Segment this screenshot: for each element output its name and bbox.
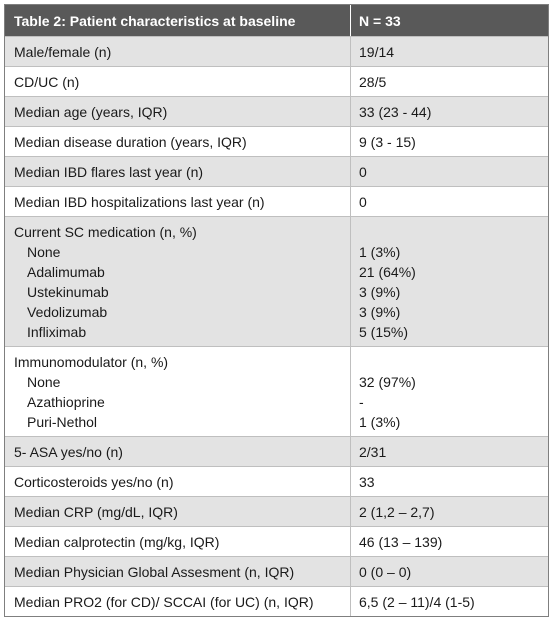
item-label: Puri-Nethol: [27, 413, 98, 430]
table: Table 2: Patient characteristics at base…: [4, 4, 549, 617]
row-label: Median disease duration (years, IQR): [14, 133, 247, 150]
table-row: CD/UC (n) 28/5: [5, 66, 548, 96]
label-cell: Male/female (n): [5, 37, 351, 66]
item-value: 3 (9%): [359, 283, 401, 300]
label-cell: Median age (years, IQR): [5, 97, 351, 126]
table-row: Median Physician Global Assesment (n, IQ…: [5, 556, 548, 586]
label-cell: Median CRP (mg/dL, IQR): [5, 497, 351, 526]
row-label: Median PRO2 (for CD)/ SCCAI (for UC) (n,…: [14, 593, 314, 610]
row-label: Median age (years, IQR): [14, 103, 168, 120]
row-value: 46 (13 – 139): [359, 533, 443, 550]
item-label: None: [27, 373, 61, 390]
row-value: 28/5: [359, 73, 387, 90]
item-value: -: [359, 393, 364, 410]
header-text: N = 33: [359, 12, 401, 29]
row-label: Corticosteroids yes/no (n): [14, 473, 174, 490]
header-text: Table 2: Patient characteristics at base…: [14, 12, 296, 29]
table-row: Male/female (n) 19/14: [5, 36, 548, 66]
item-label: Azathioprine: [27, 393, 105, 410]
row-value: 0 (0 – 0): [359, 563, 412, 580]
row-label: Median IBD hospitalizations last year (n…: [14, 193, 265, 210]
row-label: Median CRP (mg/dL, IQR): [14, 503, 178, 520]
row-label: 5- ASA yes/no (n): [14, 443, 123, 460]
header-cell: N = 33: [351, 5, 548, 36]
row-label: Median Physician Global Assesment (n, IQ…: [14, 563, 295, 580]
row-value: 9 (3 - 15): [359, 133, 416, 150]
value-cell: 0 (0 – 0): [351, 557, 548, 586]
value-cell: 19/14: [351, 37, 548, 66]
table-row: Median age (years, IQR) 33 (23 - 44): [5, 96, 548, 126]
row-value: 2/31: [359, 443, 387, 460]
spacer: [359, 222, 539, 242]
label-cell: Corticosteroids yes/no (n): [5, 467, 351, 496]
row-label: Median IBD flares last year (n): [14, 163, 204, 180]
value-cell: 0: [351, 187, 548, 216]
row-value: 2 (1,2 – 2,7): [359, 503, 435, 520]
label-cell: Immunomodulator (n, %) None Azathioprine Pu…: [5, 347, 351, 436]
table-row: Current SC medication (n, %) None Adalimum…: [5, 216, 548, 346]
header-row: Table 2: Patient characteristics at base…: [5, 5, 548, 36]
row-value: 6,5 (2 – 11)/4 (1-5): [359, 593, 475, 610]
row-value: 0: [359, 193, 367, 210]
value-cell: 9 (3 - 15): [351, 127, 548, 156]
value-cell: 33 (23 - 44): [351, 97, 548, 126]
table-row: Median CRP (mg/dL, IQR) 2 (1,2 – 2,7): [5, 496, 548, 526]
table-row: Median calprotectin (mg/kg, IQR) 46 (13 –…: [5, 526, 548, 556]
value-cell: 0: [351, 157, 548, 186]
header-cell: Table 2: Patient characteristics at base…: [5, 5, 351, 36]
table-row: 5- ASA yes/no (n) 2/31: [5, 436, 548, 466]
label-cell: Current SC medication (n, %) None Adalimum…: [5, 217, 351, 346]
label-cell: Median PRO2 (for CD)/ SCCAI (for UC) (n,…: [5, 587, 351, 616]
item-value: 1 (3%): [359, 413, 401, 430]
label-cell: Median disease duration (years, IQR): [5, 127, 351, 156]
group-label: Current SC medication (n, %): [14, 223, 197, 240]
table-row: Median IBD flares last year (n) 0: [5, 156, 548, 186]
value-cell: 33: [351, 467, 548, 496]
row-label: Median calprotectin (mg/kg, IQR): [14, 533, 220, 550]
item-label: Infliximab: [27, 323, 87, 340]
table-row: Corticosteroids yes/no (n) 33: [5, 466, 548, 496]
value-cell: 46 (13 – 139): [351, 527, 548, 556]
table-row: Median disease duration (years, IQR) 9 (3…: [5, 126, 548, 156]
label-cell: Median Physician Global Assesment (n, IQ…: [5, 557, 351, 586]
table-row: Immunomodulator (n, %) None Azathioprine Pu…: [5, 346, 548, 436]
row-label: Male/female (n): [14, 43, 112, 60]
item-label: None: [27, 243, 61, 260]
spacer: [359, 352, 539, 372]
item-value: 32 (97%): [359, 373, 416, 390]
value-cell: 2/31: [351, 437, 548, 466]
row-value: 33 (23 - 44): [359, 103, 432, 120]
label-cell: Median IBD flares last year (n): [5, 157, 351, 186]
label-cell: Median IBD hospitalizations last year (n…: [5, 187, 351, 216]
value-cell: 32 (97%) - 1 (3%): [351, 347, 548, 436]
row-label: CD/UC (n): [14, 73, 80, 90]
row-value: 33: [359, 473, 375, 490]
row-value: 19/14: [359, 43, 395, 60]
value-cell: 6,5 (2 – 11)/4 (1-5): [351, 587, 548, 616]
group-label: Immunomodulator (n, %): [14, 353, 169, 370]
item-value: 5 (15%): [359, 323, 409, 340]
item-label: Vedolizumab: [27, 303, 108, 320]
item-value: 21 (64%): [359, 263, 416, 280]
value-cell: 2 (1,2 – 2,7): [351, 497, 548, 526]
item-label: Adalimumab: [27, 263, 105, 280]
item-label: Ustekinumab: [27, 283, 109, 300]
label-cell: 5- ASA yes/no (n): [5, 437, 351, 466]
value-cell: 1 (3%) 21 (64%) 3 (9%) 3 (9%) 5 (15%): [351, 217, 548, 346]
item-value: 3 (9%): [359, 303, 401, 320]
row-value: 0: [359, 163, 367, 180]
value-cell: 28/5: [351, 67, 548, 96]
label-cell: Median calprotectin (mg/kg, IQR): [5, 527, 351, 556]
label-cell: CD/UC (n): [5, 67, 351, 96]
table-row: Median IBD hospitalizations last year (n…: [5, 186, 548, 216]
table-row: Median PRO2 (for CD)/ SCCAI (for UC) (n,…: [5, 586, 548, 616]
item-value: 1 (3%): [359, 243, 401, 260]
